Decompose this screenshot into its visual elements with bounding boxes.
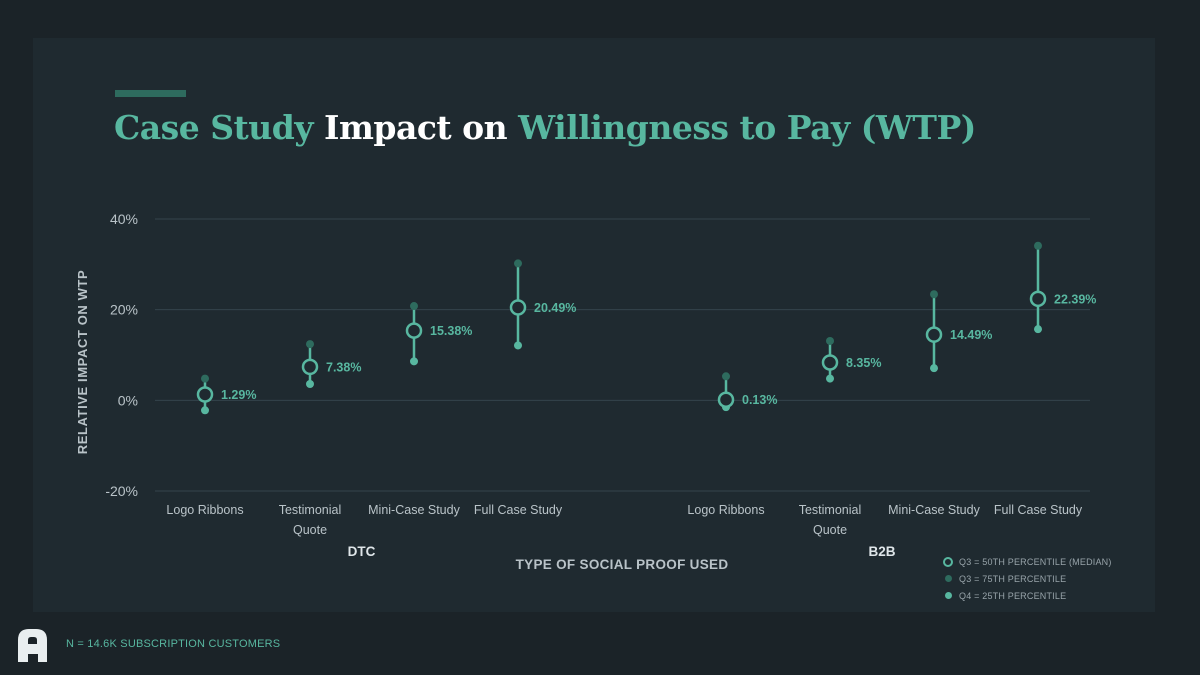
median-value-label: 7.38% [326, 360, 361, 374]
q25-point [1034, 325, 1042, 334]
legend-q25-label: Q4 = 25TH PERCENTILE [959, 590, 1067, 601]
median-point [196, 386, 214, 403]
y-axis-label: RELATIVE IMPACT ON WTP [75, 270, 90, 455]
legend-item-median: Q3 = 50TH PERCENTILE (MEDIAN) [943, 553, 1112, 570]
median-point [509, 299, 527, 316]
q75-point [1034, 241, 1042, 250]
q25-point [410, 357, 418, 366]
category-label: Mini-Case Study [368, 503, 460, 517]
category-label: Testimonial [279, 503, 342, 517]
q75-point [514, 259, 522, 268]
median-point [925, 326, 943, 343]
category-label: Logo Ribbons [166, 503, 243, 517]
chart-panel [33, 38, 1155, 612]
q75-point [201, 374, 209, 383]
legend-median-label: Q3 = 50TH PERCENTILE (MEDIAN) [959, 556, 1112, 567]
median-point [717, 391, 735, 408]
title-accent-bar [115, 90, 186, 97]
legend-q25-marker [944, 592, 952, 599]
category-label: Testimonial [799, 503, 862, 517]
q75-point [826, 336, 834, 345]
title-part-3: Willingness to Pay (WTP) [518, 108, 976, 147]
legend-q75-marker [944, 575, 952, 582]
legend-median-marker [943, 556, 953, 567]
median-point [405, 322, 423, 339]
title-part-2: Impact on [324, 108, 508, 147]
median-value-label: 0.13% [742, 393, 777, 407]
category-label: Quote [813, 523, 847, 537]
title-part-1: Case Study [114, 108, 314, 147]
y-tick-label: 40% [110, 211, 138, 227]
legend-item-q75: Q3 = 75TH PERCENTILE [943, 570, 1112, 587]
q25-point [201, 406, 209, 415]
group-label: DTC [348, 544, 376, 559]
median-value-label: 8.35% [846, 356, 881, 370]
y-tick-label: -20% [105, 483, 138, 499]
category-label: Mini-Case Study [888, 503, 980, 517]
brand-logo-icon [18, 629, 47, 662]
chart-title: Case Study Impact on Willingness to Pay … [114, 108, 976, 147]
q25-point [930, 364, 938, 373]
category-label: Full Case Study [994, 503, 1083, 517]
category-label: Full Case Study [474, 503, 563, 517]
median-point [1029, 290, 1047, 308]
median-value-label: 22.39% [1054, 292, 1096, 306]
y-tick-label: 0% [118, 392, 138, 408]
q25-point [826, 374, 834, 383]
group-label: B2B [868, 544, 895, 559]
q75-point [410, 302, 418, 311]
q75-point [722, 372, 730, 381]
category-label: Logo Ribbons [687, 503, 764, 517]
category-label: Quote [293, 523, 327, 537]
legend-item-q25: Q4 = 25TH PERCENTILE [943, 587, 1112, 604]
median-value-label: 1.29% [221, 388, 256, 402]
median-value-label: 15.38% [430, 324, 472, 338]
q75-point [930, 290, 938, 299]
y-tick-label: 20% [110, 302, 138, 318]
x-axis-label: TYPE OF SOCIAL PROOF USED [516, 557, 729, 572]
median-point [301, 358, 319, 376]
q75-point [306, 340, 314, 349]
median-value-label: 20.49% [534, 301, 576, 315]
q25-point [514, 341, 522, 350]
q25-point [306, 380, 314, 389]
chart-legend: Q3 = 50TH PERCENTILE (MEDIAN) Q3 = 75TH … [943, 553, 1112, 604]
sample-size-note: N = 14.6K SUBSCRIPTION CUSTOMERS [66, 638, 281, 650]
median-point [821, 354, 839, 371]
legend-q75-label: Q3 = 75TH PERCENTILE [959, 573, 1067, 584]
median-value-label: 14.49% [950, 328, 992, 342]
